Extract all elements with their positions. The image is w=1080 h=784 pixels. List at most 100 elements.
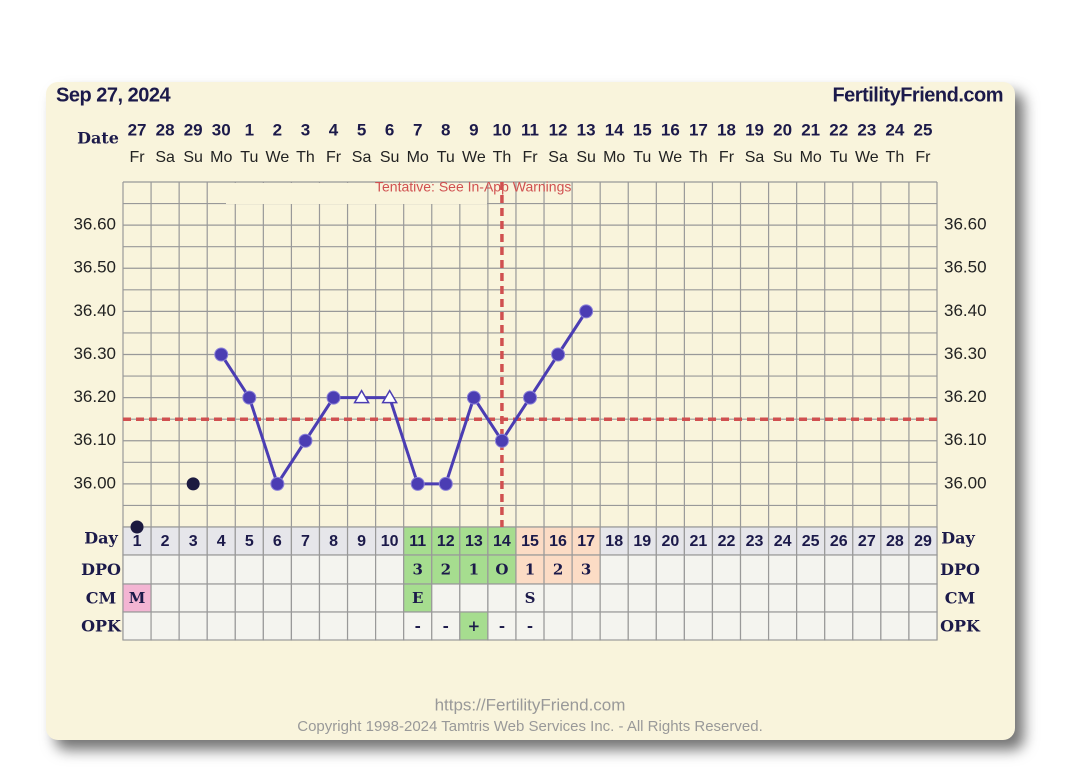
day-number: 15 [521, 533, 539, 550]
cell-text: 2 [553, 561, 563, 579]
table-cell [487, 583, 517, 613]
weekday-label: Tu [830, 149, 848, 166]
weekday-label: We [658, 149, 682, 166]
day-cell [571, 526, 601, 556]
table-cell [908, 583, 938, 613]
table-cell [824, 554, 854, 585]
day-number: 1 [133, 533, 142, 550]
day-cell [318, 526, 349, 556]
table-cell [122, 583, 152, 613]
weekday-label: Su [380, 149, 400, 166]
table-cell [683, 554, 714, 585]
date-label: 9 [469, 120, 478, 139]
date-label: 18 [717, 120, 736, 139]
date-label: 27 [128, 120, 147, 139]
table-cell [178, 554, 208, 585]
table-cell [122, 554, 152, 585]
table-cell [150, 583, 180, 613]
table-cell [459, 583, 489, 613]
date-label: 1 [245, 120, 254, 139]
table-cell [767, 583, 798, 613]
table-cell [346, 554, 377, 585]
table-cell [571, 554, 601, 585]
table-cell [206, 611, 236, 641]
date-label: 19 [745, 120, 764, 139]
table-cell [543, 583, 573, 613]
table-cell [290, 611, 321, 641]
weekday-label: Th [886, 149, 905, 166]
y-tick-label-right: 36.20 [944, 387, 987, 406]
weekday-label: Su [773, 149, 793, 166]
day-number: 3 [189, 533, 198, 550]
table-cell [908, 554, 938, 585]
weekday-label: Sa [548, 149, 568, 166]
row-label: OPK [81, 617, 122, 636]
annotation: Tentative: See In-App Warnings [375, 179, 571, 195]
weekday-label: We [462, 149, 486, 166]
table-cell [375, 583, 405, 613]
table-cell [739, 583, 770, 613]
table-cell [655, 583, 685, 613]
open-point [381, 389, 398, 404]
date-label: 30 [212, 120, 231, 139]
row-label-right: DPO [940, 560, 980, 579]
temperature-point [298, 433, 313, 448]
table-cell [543, 611, 573, 641]
day-cell [824, 526, 854, 556]
day-number: 20 [661, 533, 679, 550]
date-label: 12 [549, 120, 568, 139]
temperature-point [466, 390, 481, 405]
day-number: 14 [493, 533, 511, 550]
table-cell [571, 611, 601, 641]
table-cell [711, 554, 742, 585]
row-label: DPO [81, 560, 121, 579]
day-cell [908, 526, 938, 556]
table-cell [571, 583, 601, 613]
table-cell [767, 611, 798, 641]
day-cell [767, 526, 798, 556]
table-cell [234, 554, 264, 585]
date-label: 2 [273, 120, 282, 139]
table-cell [375, 611, 405, 641]
annotation-bg [226, 183, 487, 204]
table-cell [824, 583, 854, 613]
weekday-label: Tu [437, 149, 455, 166]
cell-text: O [495, 561, 508, 579]
date-label: 15 [633, 120, 652, 139]
day-number: 6 [273, 533, 282, 550]
weekday-label: Tu [633, 149, 651, 166]
table-cell [515, 611, 545, 641]
weekday-label: Th [689, 149, 708, 166]
table-cell [150, 554, 180, 585]
weekday-label: Sa [745, 149, 765, 166]
table-cell [599, 611, 629, 641]
weekday-label: Fr [326, 149, 342, 166]
day-number: 28 [886, 533, 904, 550]
table-cell [318, 611, 349, 641]
date-label: 8 [441, 120, 450, 139]
cell-text: 1 [525, 561, 535, 579]
chart-date: Sep 27, 2024 [56, 84, 171, 106]
cell-text: M [129, 589, 146, 607]
y-tick-label-right: 36.00 [944, 473, 987, 492]
table-cell [711, 611, 742, 641]
weekday-label: Mo [800, 149, 822, 166]
table-cell [290, 554, 321, 585]
cell-text: - [499, 617, 505, 635]
day-number: 13 [465, 533, 483, 550]
table-cell [599, 554, 629, 585]
day-number: 26 [830, 533, 848, 550]
table-cell [852, 583, 882, 613]
weekday-label: Su [183, 149, 203, 166]
table-cell [375, 554, 405, 585]
weekday-label: Fr [915, 149, 931, 166]
table-cell [431, 583, 461, 613]
y-tick-label-right: 36.40 [944, 301, 987, 320]
day-number: 27 [858, 533, 876, 550]
weekday-label: Th [493, 149, 512, 166]
day-number: 21 [690, 533, 708, 550]
table-cell [683, 611, 714, 641]
weekday-label: Tu [240, 149, 258, 166]
date-label: 25 [914, 120, 933, 139]
